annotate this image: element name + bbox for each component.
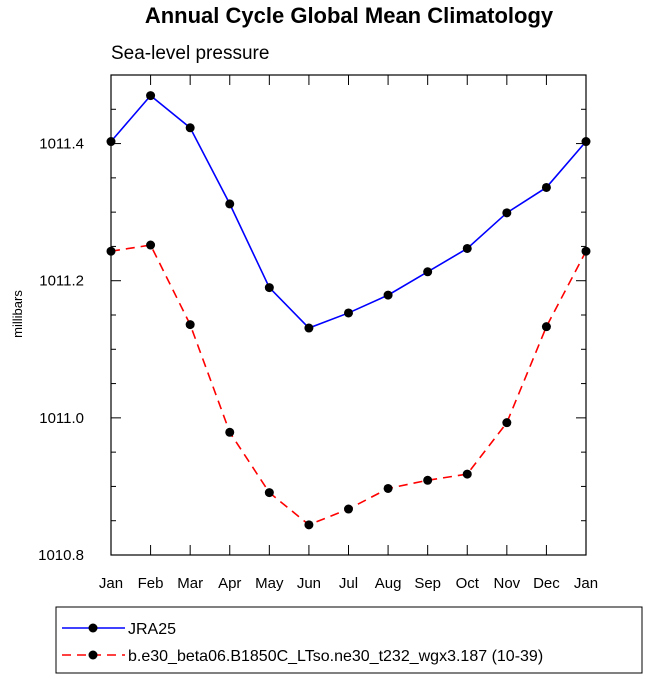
series-2-point (146, 240, 156, 250)
series-2-point (383, 483, 393, 493)
chart-subtitle: Sea-level pressure (111, 43, 269, 64)
x-tick-label: May (255, 575, 284, 592)
x-tick-label: Feb (138, 575, 164, 592)
x-tick-label: Dec (533, 575, 560, 592)
x-tick-label: Apr (218, 575, 241, 592)
y-tick-label: 1010.8 (38, 547, 84, 564)
y-tick-label: 1011.2 (39, 273, 84, 290)
legend-box (55, 606, 643, 674)
legend: JRA25 b.e30_beta06.B1850C_LTso.ne30_t232_… (55, 606, 643, 674)
legend-marker-2 (88, 650, 98, 660)
series-2-point (264, 488, 274, 498)
series-2-point (541, 322, 551, 332)
series-1-point (383, 290, 393, 300)
series-1-point (225, 199, 235, 209)
x-tick-label: Nov (493, 575, 520, 592)
x-tick-label: Jan (99, 575, 123, 592)
x-tick-label: Mar (177, 575, 203, 592)
series-2-point (225, 427, 235, 437)
axis-ticks: Jan Feb Mar Apr May Jun Jul Aug Sep Oct Nov Dec Jan 1… (38, 74, 598, 592)
x-tick-label: Oct (456, 575, 480, 592)
legend-marker-1 (88, 623, 98, 633)
series-2-point (344, 504, 353, 514)
series-2-point (304, 520, 314, 530)
x-tick-label: Aug (375, 575, 402, 592)
plot-frame (110, 74, 587, 556)
y-tick-label: 1011.0 (39, 410, 84, 427)
series-line-1 (110, 94, 587, 329)
series-1-point (462, 243, 472, 253)
series-1-point (423, 267, 433, 277)
series-2-point (423, 475, 433, 485)
series-1-point (344, 308, 353, 318)
series-2-point (462, 469, 472, 479)
x-tick-label: Jul (339, 575, 358, 592)
series-1-point (541, 182, 551, 192)
y-tick-label: 1011.4 (39, 136, 84, 153)
x-tick-label: Jan (574, 575, 598, 592)
series-1-point (264, 283, 274, 293)
series-1-point (304, 323, 314, 333)
legend-label-2: b.e30_beta06.B1850C_LTso.ne30_t232_wgx3.… (128, 648, 543, 665)
chart-title: Annual Cycle Global Mean Climatology (145, 3, 554, 28)
series-1-point (502, 208, 512, 218)
plot-series (106, 91, 591, 530)
series-2-point (502, 418, 512, 428)
y-axis-label: millibars (10, 290, 25, 338)
x-tick-label: Jun (297, 575, 321, 592)
series-2-point (185, 320, 195, 330)
x-tick-label: Sep (414, 575, 441, 592)
series-1-point (146, 91, 156, 101)
series-line-2 (110, 244, 587, 526)
legend-label-1: JRA25 (128, 621, 176, 638)
series-1-point (185, 123, 195, 133)
